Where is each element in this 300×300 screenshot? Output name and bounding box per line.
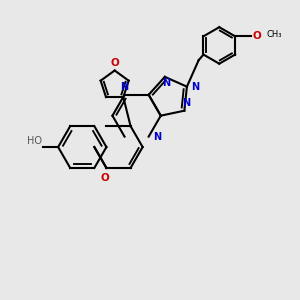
Text: CH₃: CH₃ xyxy=(266,30,281,39)
Text: O: O xyxy=(110,58,119,68)
Text: O: O xyxy=(253,31,262,41)
Text: N: N xyxy=(153,132,161,142)
Text: N: N xyxy=(121,82,129,92)
Text: O: O xyxy=(100,173,109,183)
Text: N: N xyxy=(182,98,190,108)
Text: N: N xyxy=(191,82,200,92)
Text: HO: HO xyxy=(27,136,42,146)
Text: N: N xyxy=(162,78,170,88)
